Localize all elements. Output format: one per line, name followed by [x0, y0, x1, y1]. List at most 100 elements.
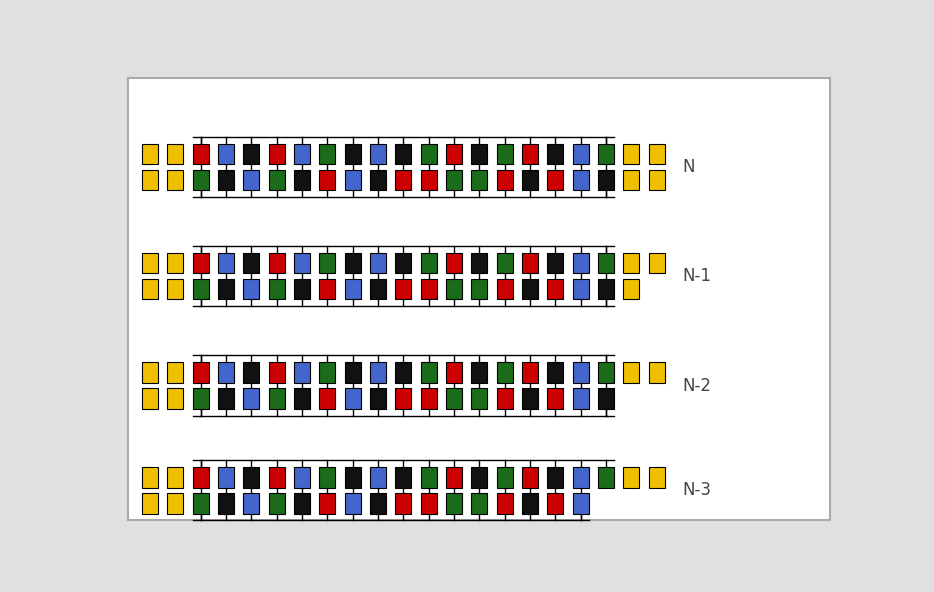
Bar — [522, 279, 538, 300]
Bar — [420, 493, 437, 514]
Bar — [497, 169, 513, 190]
Bar — [547, 362, 563, 383]
Bar — [573, 362, 588, 383]
Bar — [522, 169, 538, 190]
Bar — [598, 362, 614, 383]
Bar — [319, 279, 335, 300]
Bar — [219, 253, 234, 274]
Bar — [547, 169, 563, 190]
Bar — [472, 362, 488, 383]
Bar — [269, 388, 285, 409]
Bar — [294, 467, 310, 488]
Bar — [269, 169, 285, 190]
Bar — [167, 388, 183, 409]
Bar — [573, 143, 588, 164]
Bar — [446, 362, 462, 383]
Bar — [649, 169, 665, 190]
Bar — [319, 169, 335, 190]
Bar — [573, 279, 588, 300]
Bar — [192, 493, 208, 514]
Bar — [446, 143, 462, 164]
Bar — [219, 493, 234, 514]
Bar — [497, 493, 513, 514]
Bar — [244, 493, 260, 514]
Bar — [573, 169, 588, 190]
Bar — [522, 493, 538, 514]
Bar — [319, 362, 335, 383]
Bar — [370, 253, 386, 274]
Bar — [522, 467, 538, 488]
Bar — [319, 143, 335, 164]
Bar — [167, 253, 183, 274]
Bar — [370, 467, 386, 488]
Bar — [598, 279, 614, 300]
Bar — [345, 143, 361, 164]
Bar — [547, 143, 563, 164]
Bar — [649, 253, 665, 274]
Bar — [167, 169, 183, 190]
Bar — [649, 467, 665, 488]
Bar — [598, 467, 614, 488]
Bar — [472, 388, 488, 409]
Bar — [192, 388, 208, 409]
Bar — [167, 143, 183, 164]
Bar — [547, 253, 563, 274]
Bar — [294, 388, 310, 409]
Bar — [624, 467, 640, 488]
Bar — [446, 388, 462, 409]
Bar — [345, 388, 361, 409]
Bar — [472, 253, 488, 274]
Bar — [319, 493, 335, 514]
Bar — [167, 279, 183, 300]
Bar — [547, 467, 563, 488]
Bar — [192, 143, 208, 164]
Bar — [244, 388, 260, 409]
Bar — [142, 253, 158, 274]
Bar — [624, 143, 640, 164]
Bar — [472, 279, 488, 300]
Bar — [598, 388, 614, 409]
Bar — [420, 279, 437, 300]
Bar — [269, 493, 285, 514]
Bar — [345, 279, 361, 300]
Bar — [497, 279, 513, 300]
Bar — [624, 253, 640, 274]
Bar — [345, 493, 361, 514]
Bar — [395, 493, 411, 514]
Bar — [522, 362, 538, 383]
Bar — [219, 169, 234, 190]
Bar — [192, 467, 208, 488]
Bar — [142, 279, 158, 300]
Bar — [395, 143, 411, 164]
Bar — [370, 169, 386, 190]
Bar — [269, 143, 285, 164]
Bar — [219, 467, 234, 488]
Bar — [446, 169, 462, 190]
Bar — [472, 143, 488, 164]
Bar — [573, 493, 588, 514]
Bar — [472, 467, 488, 488]
Text: N-2: N-2 — [683, 377, 712, 395]
Bar — [142, 467, 158, 488]
Bar — [192, 169, 208, 190]
Bar — [547, 388, 563, 409]
Bar — [319, 253, 335, 274]
Bar — [573, 388, 588, 409]
Bar — [624, 279, 640, 300]
Bar — [649, 362, 665, 383]
Bar — [294, 362, 310, 383]
Bar — [142, 388, 158, 409]
Bar — [370, 493, 386, 514]
Bar — [345, 467, 361, 488]
Bar — [598, 253, 614, 274]
Bar — [269, 279, 285, 300]
Bar — [395, 169, 411, 190]
Bar — [649, 143, 665, 164]
Bar — [219, 143, 234, 164]
Bar — [319, 467, 335, 488]
Bar — [395, 362, 411, 383]
Bar — [269, 253, 285, 274]
Text: N-3: N-3 — [683, 481, 712, 500]
Bar — [294, 253, 310, 274]
Bar — [167, 467, 183, 488]
